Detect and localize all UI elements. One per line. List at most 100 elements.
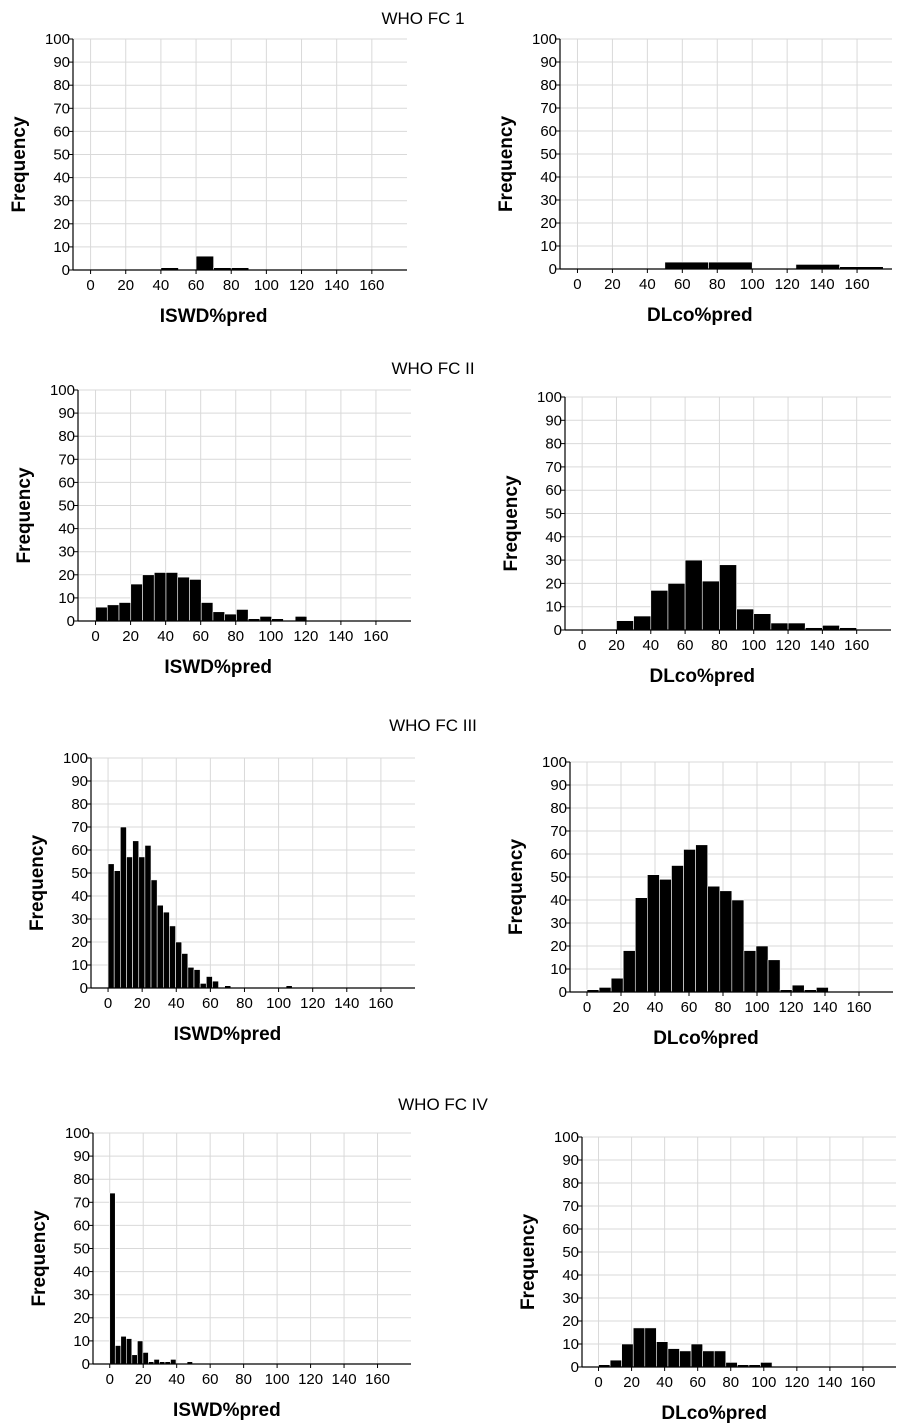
x-tick-label: 80 <box>709 276 726 293</box>
x-tick-label: 80 <box>236 995 253 1012</box>
histogram-bar <box>656 1341 669 1368</box>
histogram-bar <box>144 845 152 989</box>
histogram-bar <box>695 844 709 993</box>
x-tick-label: 40 <box>153 277 170 294</box>
histogram-bar <box>150 879 158 989</box>
histogram-bar <box>200 602 214 622</box>
y-tick-label: 10 <box>53 239 70 256</box>
y-tick-label: 20 <box>550 938 567 955</box>
y-tick-label: 30 <box>562 1290 579 1307</box>
row-title-fc1: WHO FC 1 <box>381 9 464 28</box>
y-tick-label: 90 <box>545 412 562 429</box>
y-tick-label: 60 <box>545 482 562 499</box>
histogram-bar <box>736 608 755 631</box>
x-tick-label: 0 <box>594 1374 602 1391</box>
x-tick-label: 60 <box>681 999 698 1016</box>
histogram-bar <box>95 606 108 622</box>
histogram-bar <box>113 870 121 989</box>
x-tick-label: 40 <box>639 276 656 293</box>
y-tick-label: 0 <box>67 613 75 630</box>
y-tick-label: 90 <box>73 1148 90 1165</box>
histogram-panel-2: 0 10 20 30 40 50 60 70 80 90 100 0 20 40 60 80 100 120 140… <box>496 31 892 326</box>
histogram-bar <box>621 1343 634 1368</box>
y-tick-label: 30 <box>73 1287 90 1304</box>
histogram-bar <box>138 856 146 989</box>
histogram-bar <box>175 941 183 989</box>
y-tick-label: 40 <box>73 1264 90 1281</box>
y-tick-label: 80 <box>562 1175 579 1192</box>
x-tick-label: 140 <box>332 1371 357 1388</box>
histogram-bar <box>679 1350 692 1368</box>
histogram-panel-8: 0 10 20 30 40 50 60 70 80 90 100 0 20 40 60 80 100 120 140… <box>518 1129 896 1424</box>
row-title-fc2: WHO FC II <box>391 359 474 378</box>
y-tick-label: 80 <box>58 428 75 445</box>
y-tick-label: 90 <box>53 54 70 71</box>
y-tick-label: 30 <box>550 915 567 932</box>
histogram-bar <box>702 1350 715 1368</box>
y-tick-label: 20 <box>53 216 70 233</box>
histogram-bar <box>767 959 781 993</box>
y-tick-label: 100 <box>45 31 70 48</box>
y-tick-label: 70 <box>550 823 567 840</box>
y-tick-label: 20 <box>73 1310 90 1327</box>
y-tick-label: 50 <box>73 1241 90 1258</box>
histogram-bar <box>189 579 202 622</box>
x-axis-title: ISWD%pred <box>164 657 272 678</box>
x-axis-title: DLco%pred <box>649 666 755 687</box>
y-axis-title: Frequency <box>9 116 30 213</box>
histogram-panel-5: 0 10 20 30 40 50 60 70 80 90 100 0 20 40 60 80 100 120 140… <box>27 750 415 1045</box>
x-tick-label: 160 <box>365 1371 390 1388</box>
y-tick-label: 50 <box>550 869 567 886</box>
x-tick-label: 140 <box>817 1374 842 1391</box>
y-axis-title: Frequency <box>501 475 522 572</box>
x-tick-label: 80 <box>235 1371 252 1388</box>
x-tick-label: 100 <box>265 1371 290 1388</box>
y-tick-label: 60 <box>540 123 557 140</box>
histogram-bar <box>212 611 225 622</box>
histogram-bar <box>163 911 170 989</box>
x-tick-label: 160 <box>359 277 384 294</box>
y-tick-label: 90 <box>562 1152 579 1169</box>
y-axis-title: Frequency <box>29 1210 50 1307</box>
x-tick-label: 160 <box>845 276 870 293</box>
y-tick-label: 10 <box>71 957 88 974</box>
y-tick-label: 70 <box>540 100 557 117</box>
histogram-bar <box>114 1345 122 1365</box>
y-tick-label: 70 <box>58 451 75 468</box>
y-tick-label: 90 <box>550 777 567 794</box>
histogram-bar <box>598 987 612 993</box>
x-tick-label: 100 <box>751 1374 776 1391</box>
y-tick-label: 50 <box>71 865 88 882</box>
x-tick-label: 140 <box>810 637 835 654</box>
x-tick-label: 0 <box>583 999 591 1016</box>
y-tick-label: 60 <box>562 1221 579 1238</box>
histogram-panel-1: 0 10 20 30 40 50 60 70 80 90 100 0 20 40 60 80 100 120 140… <box>9 31 407 327</box>
x-tick-label: 60 <box>188 277 205 294</box>
y-tick-label: 100 <box>65 1125 90 1142</box>
x-tick-label: 60 <box>202 1371 219 1388</box>
x-tick-label: 100 <box>258 628 283 645</box>
histogram-bar <box>142 574 155 622</box>
x-tick-label: 60 <box>674 276 691 293</box>
x-tick-label: 20 <box>117 277 134 294</box>
x-axis-title: ISWD%pred <box>173 1400 281 1421</box>
y-tick-label: 30 <box>71 911 88 928</box>
histogram-bar <box>212 980 219 989</box>
x-tick-label: 0 <box>91 628 99 645</box>
x-axis-title: DLco%pred <box>653 1028 759 1049</box>
y-tick-label: 20 <box>545 575 562 592</box>
histogram-bar <box>153 1359 160 1365</box>
y-tick-label: 60 <box>73 1217 90 1234</box>
x-tick-label: 80 <box>711 637 728 654</box>
y-tick-label: 80 <box>73 1171 90 1188</box>
histogram-panel-6: 0 10 20 30 40 50 60 70 80 90 100 0 20 40 60 80 100 120 140… <box>506 754 893 1049</box>
y-tick-label: 40 <box>71 888 88 905</box>
y-tick-label: 10 <box>540 238 557 255</box>
y-tick-label: 40 <box>540 169 557 186</box>
x-tick-label: 100 <box>254 277 279 294</box>
x-tick-label: 60 <box>677 637 694 654</box>
y-tick-label: 50 <box>58 498 75 515</box>
histogram-bar <box>667 1348 680 1368</box>
histogram-bar <box>294 616 308 622</box>
histogram-bar <box>795 264 840 270</box>
